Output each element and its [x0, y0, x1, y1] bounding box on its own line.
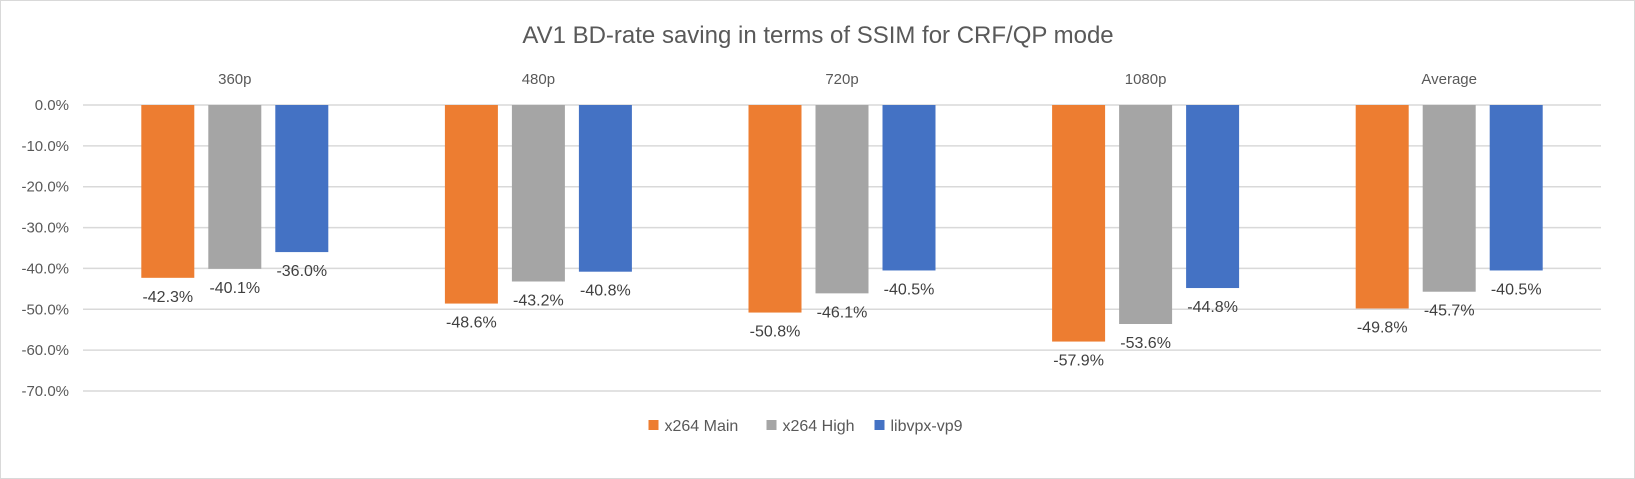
data-label: -40.5% [884, 281, 935, 298]
y-axis-tick-label: 0.0% [35, 97, 69, 114]
category-label: 360p [218, 71, 251, 88]
data-label: -44.8% [1187, 299, 1238, 316]
data-label: -57.9% [1053, 353, 1104, 370]
category-label: 480p [522, 71, 555, 88]
data-label: -40.5% [1491, 281, 1542, 298]
data-label: -48.6% [446, 315, 497, 332]
legend-label: libvpx-vp9 [891, 418, 963, 435]
data-label: -49.8% [1357, 319, 1408, 336]
bar-libvpx-vp9-360p [275, 105, 329, 253]
legend: x264 Main x264 High libvpx-vp9 [648, 418, 963, 435]
data-label: -50.8% [750, 324, 801, 341]
data-label: -53.6% [1120, 335, 1171, 352]
bar-x264-high-480p [511, 105, 565, 282]
data-label: -40.8% [580, 283, 631, 300]
legend-swatch [648, 420, 659, 430]
bar-libvpx-vp9-720p [882, 105, 936, 271]
legend-swatch [874, 420, 885, 430]
bar-libvpx-vp9-480p [578, 105, 632, 272]
y-axis-tick-label: -50.0% [21, 301, 69, 318]
legend-item-libvpx-vp9: libvpx-vp9 [874, 418, 963, 435]
data-labels: -42.3% -40.1% -36.0% -48.6% -43.2% -40.8% -50.… [142, 263, 1541, 369]
category-label: 1080p [1125, 71, 1167, 88]
data-label: -46.1% [817, 304, 868, 321]
y-axis-tick-label: -40.0% [21, 260, 69, 277]
bar-x264-high-720p [815, 105, 869, 294]
y-axis-tick-label: -60.0% [21, 342, 69, 359]
bar-x264-main-360p [141, 105, 195, 278]
data-label: -45.7% [1424, 303, 1475, 320]
category-labels: 360p 480p 720p 1080p Average [218, 71, 1477, 88]
y-axis-tick-label: -10.0% [21, 138, 69, 155]
bar-x264-high-360p [208, 105, 262, 269]
legend-swatch [766, 420, 777, 430]
legend-label: x264 Main [665, 418, 739, 435]
data-label: -36.0% [276, 263, 327, 280]
bar-x264-main-720p [748, 105, 802, 313]
bar-libvpx-vp9-average [1489, 105, 1543, 271]
y-axis-tick-label: -20.0% [21, 179, 69, 196]
data-label: -43.2% [513, 293, 564, 310]
legend-label: x264 High [783, 418, 855, 435]
bar-libvpx-vp9-1080p [1186, 105, 1240, 289]
bar-x264-main-480p [444, 105, 498, 304]
bar-x264-main-average [1355, 105, 1409, 309]
bar-x264-high-average [1422, 105, 1476, 292]
y-axis-tick-label: -70.0% [21, 383, 69, 400]
bar-x264-main-1080p [1052, 105, 1106, 342]
data-label: -42.3% [142, 289, 193, 306]
y-axis-tick-labels: 0.0% -10.0% -20.0% -30.0% -40.0% -50.0% -60.0%… [21, 97, 69, 400]
legend-item-x264-high: x264 High [766, 418, 855, 435]
legend-item-x264-main: x264 Main [648, 418, 739, 435]
category-label: Average [1421, 71, 1477, 88]
category-label: 720p [825, 71, 858, 88]
y-axis-tick-label: -30.0% [21, 220, 69, 237]
chart-title: AV1 BD-rate saving in terms of SSIM for … [522, 22, 1113, 49]
bars [141, 105, 1543, 342]
data-label: -40.1% [209, 280, 260, 297]
bar-x264-high-1080p [1119, 105, 1173, 324]
